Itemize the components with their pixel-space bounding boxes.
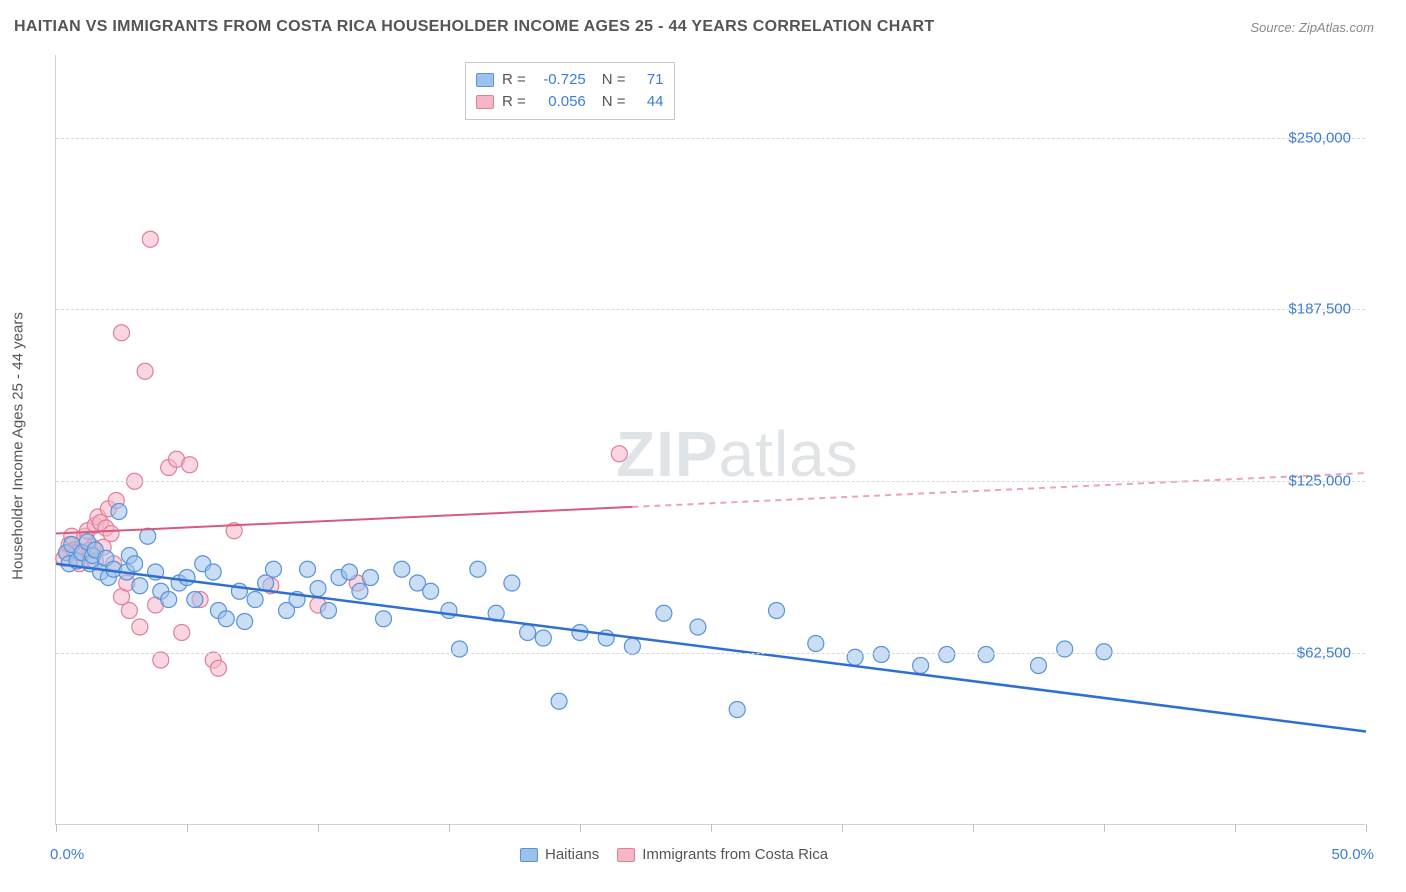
scatter-point [352,583,368,599]
scatter-point [873,647,889,663]
x-tick [580,824,581,832]
source-attribution: Source: ZipAtlas.com [1250,20,1374,35]
plot-area: ZIPatlas $62,500$125,000$187,500$250,000 [55,55,1365,825]
trend-line-dashed [632,473,1366,507]
scatter-point [218,611,234,627]
x-tick [318,824,319,832]
gridline [56,653,1365,654]
legend: Haitians Immigrants from Costa Rica [520,846,828,863]
scatter-point [121,603,137,619]
scatter-point [187,592,203,608]
scatter-point [153,652,169,668]
scatter-point [769,603,785,619]
scatter-point [1031,658,1047,674]
correlation-stats-box: R = -0.725 N = 71 R = 0.056 N = 44 [465,62,675,120]
scatter-point [320,603,336,619]
scatter-point [808,636,824,652]
scatter-point [237,614,253,630]
scatter-point [127,556,143,572]
x-axis-min-label: 0.0% [50,846,84,863]
scatter-point [451,641,467,657]
scatter-point [310,581,326,597]
y-axis-title: Householder Income Ages 25 - 44 years [10,312,27,580]
scatter-point [624,638,640,654]
legend-swatch-costa-rica [617,848,635,862]
x-tick [842,824,843,832]
plot-svg [56,55,1365,824]
scatter-point [161,592,177,608]
scatter-point [132,619,148,635]
gridline [56,309,1365,310]
corr-row-haitians: R = -0.725 N = 71 [476,69,664,91]
trend-line [56,564,1366,732]
legend-swatch-haitians [520,848,538,862]
scatter-point [247,592,263,608]
scatter-point [441,603,457,619]
legend-item-haitians: Haitians [520,846,599,863]
gridline [56,138,1365,139]
scatter-point [847,649,863,665]
legend-item-costa-rica: Immigrants from Costa Rica [617,846,828,863]
x-tick [1104,824,1105,832]
x-tick [973,824,974,832]
scatter-point [103,526,119,542]
scatter-point [939,647,955,663]
scatter-point [111,504,127,520]
scatter-point [729,702,745,718]
scatter-point [142,231,158,247]
scatter-point [611,446,627,462]
scatter-point [265,561,281,577]
scatter-point [656,605,672,621]
scatter-point [978,647,994,663]
x-tick [1366,824,1367,832]
scatter-point [182,457,198,473]
scatter-point [179,570,195,586]
x-tick [449,824,450,832]
scatter-point [174,625,190,641]
x-tick [187,824,188,832]
scatter-point [520,625,536,641]
chart-title: HAITIAN VS IMMIGRANTS FROM COSTA RICA HO… [14,18,934,36]
y-tick-label: $125,000 [1288,473,1351,490]
scatter-point [205,564,221,580]
scatter-point [394,561,410,577]
scatter-point [300,561,316,577]
scatter-point [114,325,130,341]
scatter-point [690,619,706,635]
scatter-point [913,658,929,674]
correlation-chart: HAITIAN VS IMMIGRANTS FROM COSTA RICA HO… [0,0,1406,892]
scatter-point [470,561,486,577]
swatch-haitians [476,73,494,87]
y-tick-label: $187,500 [1288,301,1351,318]
x-tick [711,824,712,832]
y-tick-label: $250,000 [1288,129,1351,146]
x-axis-max-label: 50.0% [1331,846,1374,863]
scatter-point [137,363,153,379]
scatter-point [423,583,439,599]
scatter-point [1096,644,1112,660]
scatter-point [551,693,567,709]
corr-row-costa-rica: R = 0.056 N = 44 [476,91,664,113]
x-tick [1235,824,1236,832]
scatter-point [535,630,551,646]
scatter-point [341,564,357,580]
gridline [56,481,1365,482]
x-tick [56,824,57,832]
scatter-point [210,660,226,676]
scatter-point [504,575,520,591]
swatch-costa-rica [476,95,494,109]
y-tick-label: $62,500 [1297,645,1351,662]
scatter-point [376,611,392,627]
scatter-point [140,528,156,544]
scatter-point [1057,641,1073,657]
trend-line [56,507,632,534]
scatter-point [362,570,378,586]
scatter-point [132,578,148,594]
